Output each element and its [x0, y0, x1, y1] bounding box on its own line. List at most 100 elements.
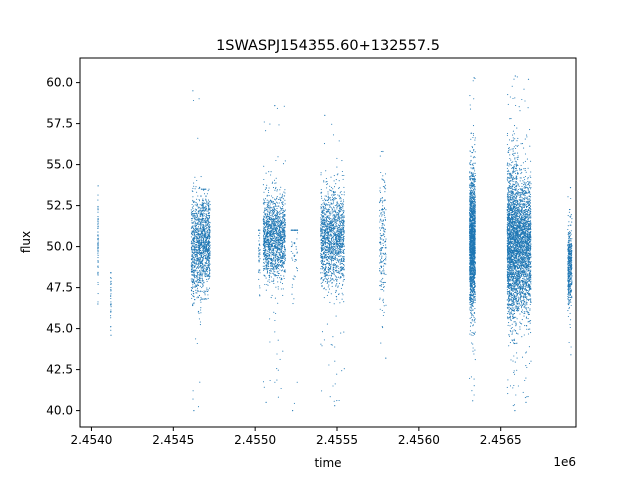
data-point: [333, 228, 335, 230]
data-point: [326, 237, 329, 239]
data-point: [208, 234, 210, 236]
data-point: [202, 265, 204, 267]
data-point: [280, 256, 282, 258]
data-point: [379, 190, 381, 192]
data-points: [97, 75, 573, 412]
data-point: [97, 257, 99, 259]
data-point: [331, 212, 333, 214]
data-point: [320, 231, 322, 233]
data-point: [281, 224, 283, 226]
data-point: [335, 262, 337, 264]
data-point: [336, 166, 338, 168]
data-point: [198, 207, 200, 209]
data-point: [383, 281, 385, 283]
data-point: [274, 199, 277, 201]
data-point: [275, 188, 277, 190]
data-point: [264, 213, 266, 215]
data-point: [208, 241, 210, 243]
data-point: [320, 260, 322, 262]
data-point: [276, 228, 278, 230]
data-point: [296, 267, 298, 270]
data-point: [325, 231, 327, 234]
data-point: [379, 221, 381, 223]
data-point: [194, 215, 196, 217]
data-point: [270, 212, 272, 214]
data-point: [322, 281, 324, 283]
data-point: [265, 236, 267, 239]
data-point: [277, 202, 279, 204]
data-point: [194, 269, 196, 271]
data-point: [269, 270, 271, 272]
data-point: [338, 229, 341, 231]
data-point: [271, 272, 273, 274]
data-point: [324, 244, 326, 246]
data-point: [198, 257, 201, 259]
data-point: [205, 237, 207, 239]
data-point: [385, 273, 387, 275]
data-point: [336, 234, 338, 236]
data-point: [203, 231, 205, 233]
data-point: [195, 262, 197, 264]
data-point: [192, 281, 194, 284]
data-point: [110, 288, 112, 290]
data-point: [196, 257, 198, 259]
data-point: [339, 261, 341, 263]
data-point: [201, 245, 204, 247]
data-point: [326, 180, 328, 183]
data-point: [197, 251, 199, 253]
data-point: [195, 292, 197, 294]
data-point: [274, 105, 276, 107]
data-point: [280, 248, 282, 250]
data-point: [198, 241, 201, 243]
data-point: [193, 265, 195, 267]
data-point: [283, 229, 285, 231]
data-point: [97, 283, 99, 285]
data-point: [325, 195, 328, 197]
data-point: [268, 268, 270, 270]
data-point: [208, 206, 210, 208]
data-point: [280, 207, 282, 210]
data-point: [343, 263, 345, 266]
data-point: [200, 225, 202, 227]
data-point: [343, 201, 345, 203]
data-point: [332, 199, 334, 201]
data-point: [267, 250, 269, 252]
data-point: [204, 247, 206, 249]
data-point: [321, 226, 323, 228]
data-point: [193, 269, 195, 271]
data-point: [320, 221, 322, 223]
data-point: [194, 224, 196, 226]
data-point: [208, 217, 210, 219]
data-point: [333, 246, 335, 248]
data-point: [342, 224, 344, 226]
data-point: [275, 198, 278, 200]
data-point: [192, 238, 194, 240]
data-point: [273, 242, 275, 244]
data-point: [203, 221, 205, 223]
data-point: [110, 334, 112, 336]
data-point: [326, 247, 328, 249]
data-point: [323, 203, 326, 206]
data-point: [384, 199, 386, 201]
data-point: [340, 270, 342, 272]
data-point: [202, 271, 204, 273]
data-point: [192, 284, 194, 286]
data-point: [342, 242, 344, 244]
data-point: [193, 279, 195, 281]
data-point: [380, 171, 382, 174]
data-point: [380, 273, 382, 275]
data-point: [327, 262, 329, 264]
data-point: [384, 180, 386, 182]
data-point: [198, 220, 200, 222]
data-point: [343, 235, 345, 237]
data-point: [331, 222, 334, 224]
data-point: [197, 249, 199, 251]
data-point: [343, 331, 345, 333]
data-point: [200, 277, 202, 280]
data-point: [327, 271, 330, 273]
data-point: [334, 205, 336, 207]
data-point: [258, 278, 260, 280]
data-point: [193, 234, 196, 236]
data-point: [206, 270, 208, 272]
data-point: [283, 234, 285, 236]
